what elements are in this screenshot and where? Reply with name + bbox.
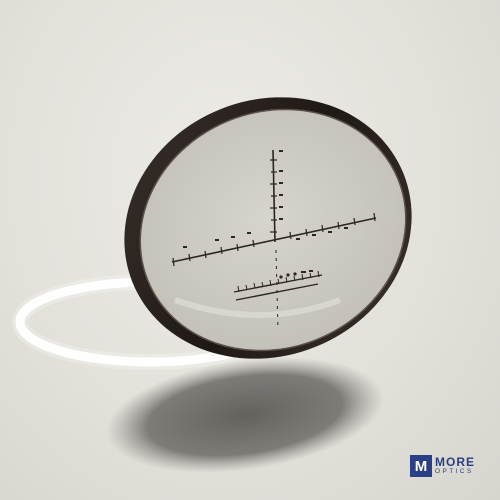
reticle — [171, 149, 377, 331]
brand-logo: M MORE OPTICS — [410, 454, 475, 478]
brand-mark: M — [410, 455, 432, 477]
lens — [124, 97, 412, 359]
brand-wordmark: MORE OPTICS — [435, 456, 475, 476]
brand-word-top: MORE — [435, 455, 475, 470]
brand-mark-letter: M — [414, 457, 428, 475]
lens-shadow — [106, 357, 384, 473]
brand-word-bottom: OPTICS — [435, 468, 474, 476]
